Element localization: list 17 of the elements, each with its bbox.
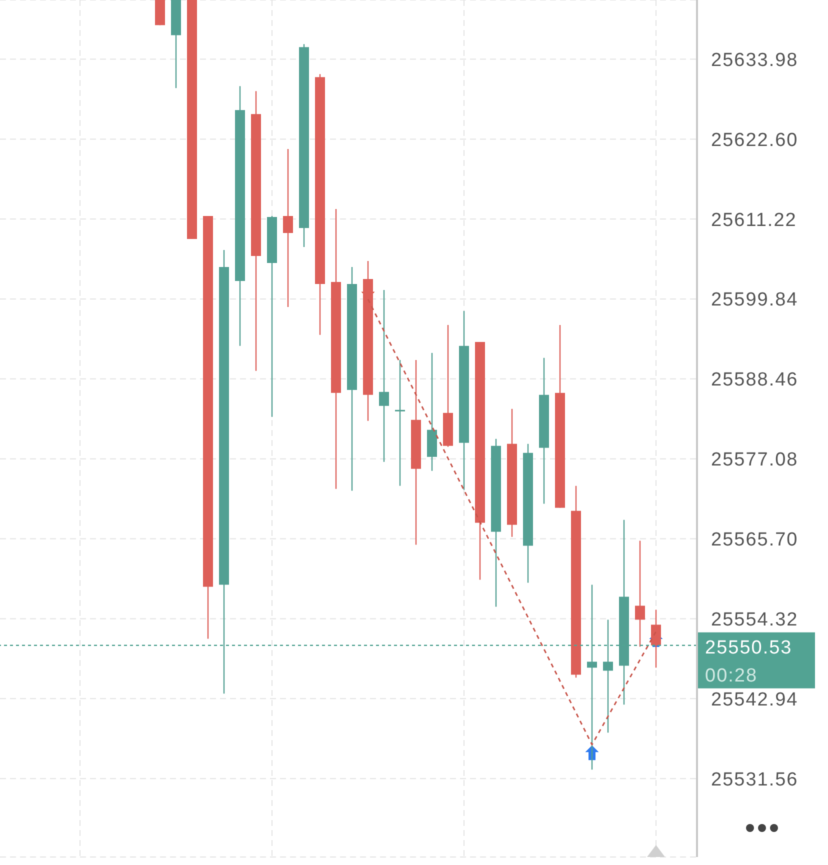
y-tick-label: 25542.94 [711, 689, 798, 710]
y-tick-label: 25588.46 [711, 370, 798, 391]
candlestick [651, 609, 661, 668]
y-tick-label: 25622.60 [711, 130, 798, 151]
y-tick-label: 25633.98 [711, 50, 798, 71]
candlestick [395, 359, 405, 486]
text: 00:28 [705, 665, 758, 686]
candlestick [635, 540, 645, 648]
y-tick-label: 25565.70 [711, 530, 798, 551]
y-tick-label: 25599.84 [711, 290, 798, 311]
y-tick-label: 25611.22 [711, 210, 797, 231]
y-tick-label: 25531.56 [711, 769, 798, 790]
y-tick-label: 25554.32 [711, 609, 798, 630]
candlestick [379, 289, 389, 462]
candlestick [283, 148, 293, 308]
ref-line-label: 25550.53 [705, 637, 792, 658]
y-tick-label: 25577.08 [711, 450, 798, 471]
